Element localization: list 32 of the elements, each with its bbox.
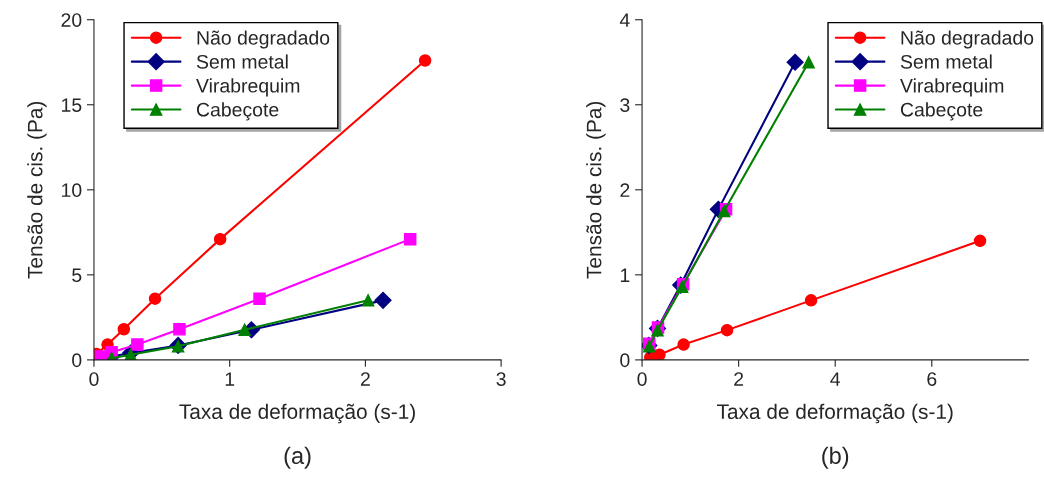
legend-label: Cabeçote xyxy=(196,102,279,121)
x-tick-label: 0 xyxy=(89,372,99,386)
x-tick-label: 1 xyxy=(225,372,235,386)
x-tick-label: 6 xyxy=(927,372,937,386)
legend-label: Virabrequim xyxy=(900,78,1004,97)
x-tick-label: 0 xyxy=(637,372,647,386)
y-tick-label: 5 xyxy=(72,268,82,283)
y-tick-label: 10 xyxy=(62,183,82,198)
x-tick-label: 2 xyxy=(734,372,744,386)
y-tick-label: 20 xyxy=(61,13,82,27)
x-axis-title: Taxa de deformação (s-1) xyxy=(717,403,953,424)
legend-label: Não degradado xyxy=(901,30,1034,49)
legend-label: Não degradado xyxy=(197,30,330,49)
y-tick-label: 15 xyxy=(62,98,82,112)
text: (a) xyxy=(284,446,311,469)
legend-label: Sem metal xyxy=(900,54,992,69)
x-tick-label: 4 xyxy=(830,372,841,386)
x-axis-title: Taxa de deformação (s-1) xyxy=(179,403,415,424)
y-axis-title: Tensão de cis. (Pa) xyxy=(586,101,606,279)
y-tick-label: 2 xyxy=(620,183,630,197)
y-axis-title: Tensão de cis. (Pa) xyxy=(27,101,47,279)
y-tick-label: 4 xyxy=(619,13,630,27)
y-tick-label: 1 xyxy=(620,268,630,282)
legend-label: Virabrequim xyxy=(196,78,300,97)
legend-label: Sem metal xyxy=(196,54,288,69)
y-tick-label: 0 xyxy=(620,353,630,368)
x-tick-label: 2 xyxy=(360,372,370,386)
x-tick-label: 3 xyxy=(496,372,506,386)
y-tick-label: 0 xyxy=(72,353,82,368)
legend-label: Cabeçote xyxy=(900,102,983,121)
text: (b) xyxy=(822,446,849,469)
y-tick-label: 3 xyxy=(620,98,630,112)
